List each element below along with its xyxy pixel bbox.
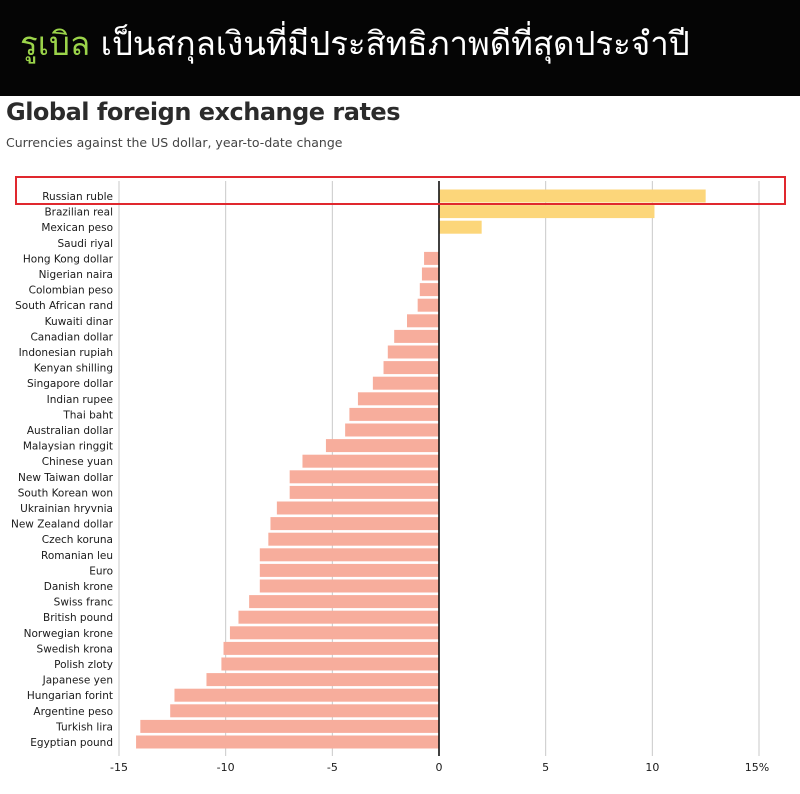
bar	[223, 641, 439, 655]
category-label: Egyptian pound	[30, 737, 113, 749]
category-label: Australian dollar	[27, 425, 114, 437]
bar	[357, 392, 439, 406]
category-label: Argentine peso	[33, 706, 113, 718]
category-label: Danish krone	[44, 581, 113, 593]
chart-subtitle: Currencies against the US dollar, year-t…	[6, 135, 343, 150]
category-label: Canadian dollar	[30, 331, 113, 343]
banner-headline: รูเบิล เป็นสกุลเงินที่มีประสิทธิภาพดีที่…	[20, 14, 690, 74]
bar	[289, 470, 439, 484]
category-label: Ukrainian hryvnia	[20, 503, 113, 515]
bar	[325, 439, 439, 453]
bar	[270, 517, 439, 531]
category-label: Colombian peso	[29, 285, 113, 297]
chart-title: Global foreign exchange rates	[6, 98, 401, 126]
category-label: Hong Kong dollar	[23, 253, 114, 265]
category-label: Japanese yen	[42, 675, 113, 687]
bar	[421, 267, 439, 281]
bar	[439, 205, 655, 219]
x-tick-label: 15%	[745, 761, 769, 774]
category-label: Swiss franc	[54, 597, 114, 609]
bar	[259, 579, 439, 593]
bar	[345, 423, 439, 437]
bar	[229, 626, 439, 640]
category-label: Singapore dollar	[27, 378, 114, 390]
bar	[259, 563, 439, 577]
category-label: Czech koruna	[42, 534, 113, 546]
bar	[289, 485, 439, 499]
category-label: Nigerian naira	[39, 269, 113, 281]
category-label: Kenyan shilling	[34, 363, 113, 375]
x-tick-label: 5	[542, 761, 549, 774]
bar	[394, 329, 439, 343]
bar	[221, 657, 439, 671]
category-label: Polish zloty	[54, 659, 113, 671]
x-tick-label: -5	[327, 761, 338, 774]
bar	[302, 454, 439, 468]
bar	[439, 220, 482, 234]
category-label: Saudi riyal	[58, 238, 113, 250]
category-label: Swedish krona	[37, 643, 113, 655]
category-label: Indian rupee	[47, 394, 113, 406]
banner-highlight: รูเบิล	[20, 24, 91, 63]
category-label: Indonesian rupiah	[19, 347, 113, 359]
category-label: Mexican peso	[41, 222, 113, 234]
x-tick-label: -15	[110, 761, 128, 774]
highlight-box	[15, 176, 786, 205]
bar	[238, 610, 439, 624]
category-label: Malaysian ringgit	[23, 441, 113, 453]
category-label: New Taiwan dollar	[18, 472, 114, 484]
banner-rest: เป็นสกุลเงินที่มีประสิทธิภาพดีที่สุดประจ…	[90, 24, 690, 63]
bar	[268, 532, 439, 546]
category-label: Norwegian krone	[24, 628, 113, 640]
bar	[417, 298, 439, 312]
bar-chart: Russian ruble Brazilian real Mexican peso S…	[11, 181, 769, 774]
bar	[387, 345, 439, 359]
bar	[439, 189, 706, 203]
bar	[424, 251, 439, 265]
category-label: New Zealand dollar	[11, 519, 114, 531]
x-tick-label: -10	[217, 761, 235, 774]
category-label: Brazilian real	[44, 207, 113, 219]
category-label: Romanian leu	[41, 550, 113, 562]
category-label: Kuwaiti dinar	[45, 316, 114, 328]
bar	[174, 688, 439, 702]
bar	[383, 361, 439, 375]
x-tick-label: 10	[645, 761, 659, 774]
banner: รูเบิล เป็นสกุลเงินที่มีประสิทธิภาพดีที่…	[0, 0, 800, 96]
category-label: Euro	[89, 565, 113, 577]
bar	[206, 673, 439, 687]
bar	[276, 501, 439, 515]
bar	[140, 719, 440, 733]
category-label: British pound	[43, 612, 113, 624]
x-tick-label: 0	[436, 761, 443, 774]
bar	[349, 407, 439, 421]
category-label: South African rand	[15, 300, 113, 312]
category-label: South Korean won	[18, 487, 113, 499]
category-label: Hungarian forint	[27, 690, 113, 702]
category-label: Russian ruble	[42, 191, 113, 203]
bar	[372, 376, 439, 390]
bar	[249, 595, 439, 609]
category-label: Thai baht	[62, 409, 113, 421]
bar	[170, 704, 439, 718]
bar	[259, 548, 439, 562]
bar	[419, 283, 439, 297]
bar	[136, 735, 440, 749]
category-label: Chinese yuan	[42, 456, 113, 468]
category-label: Turkish lira	[55, 721, 113, 733]
bar	[407, 314, 439, 328]
